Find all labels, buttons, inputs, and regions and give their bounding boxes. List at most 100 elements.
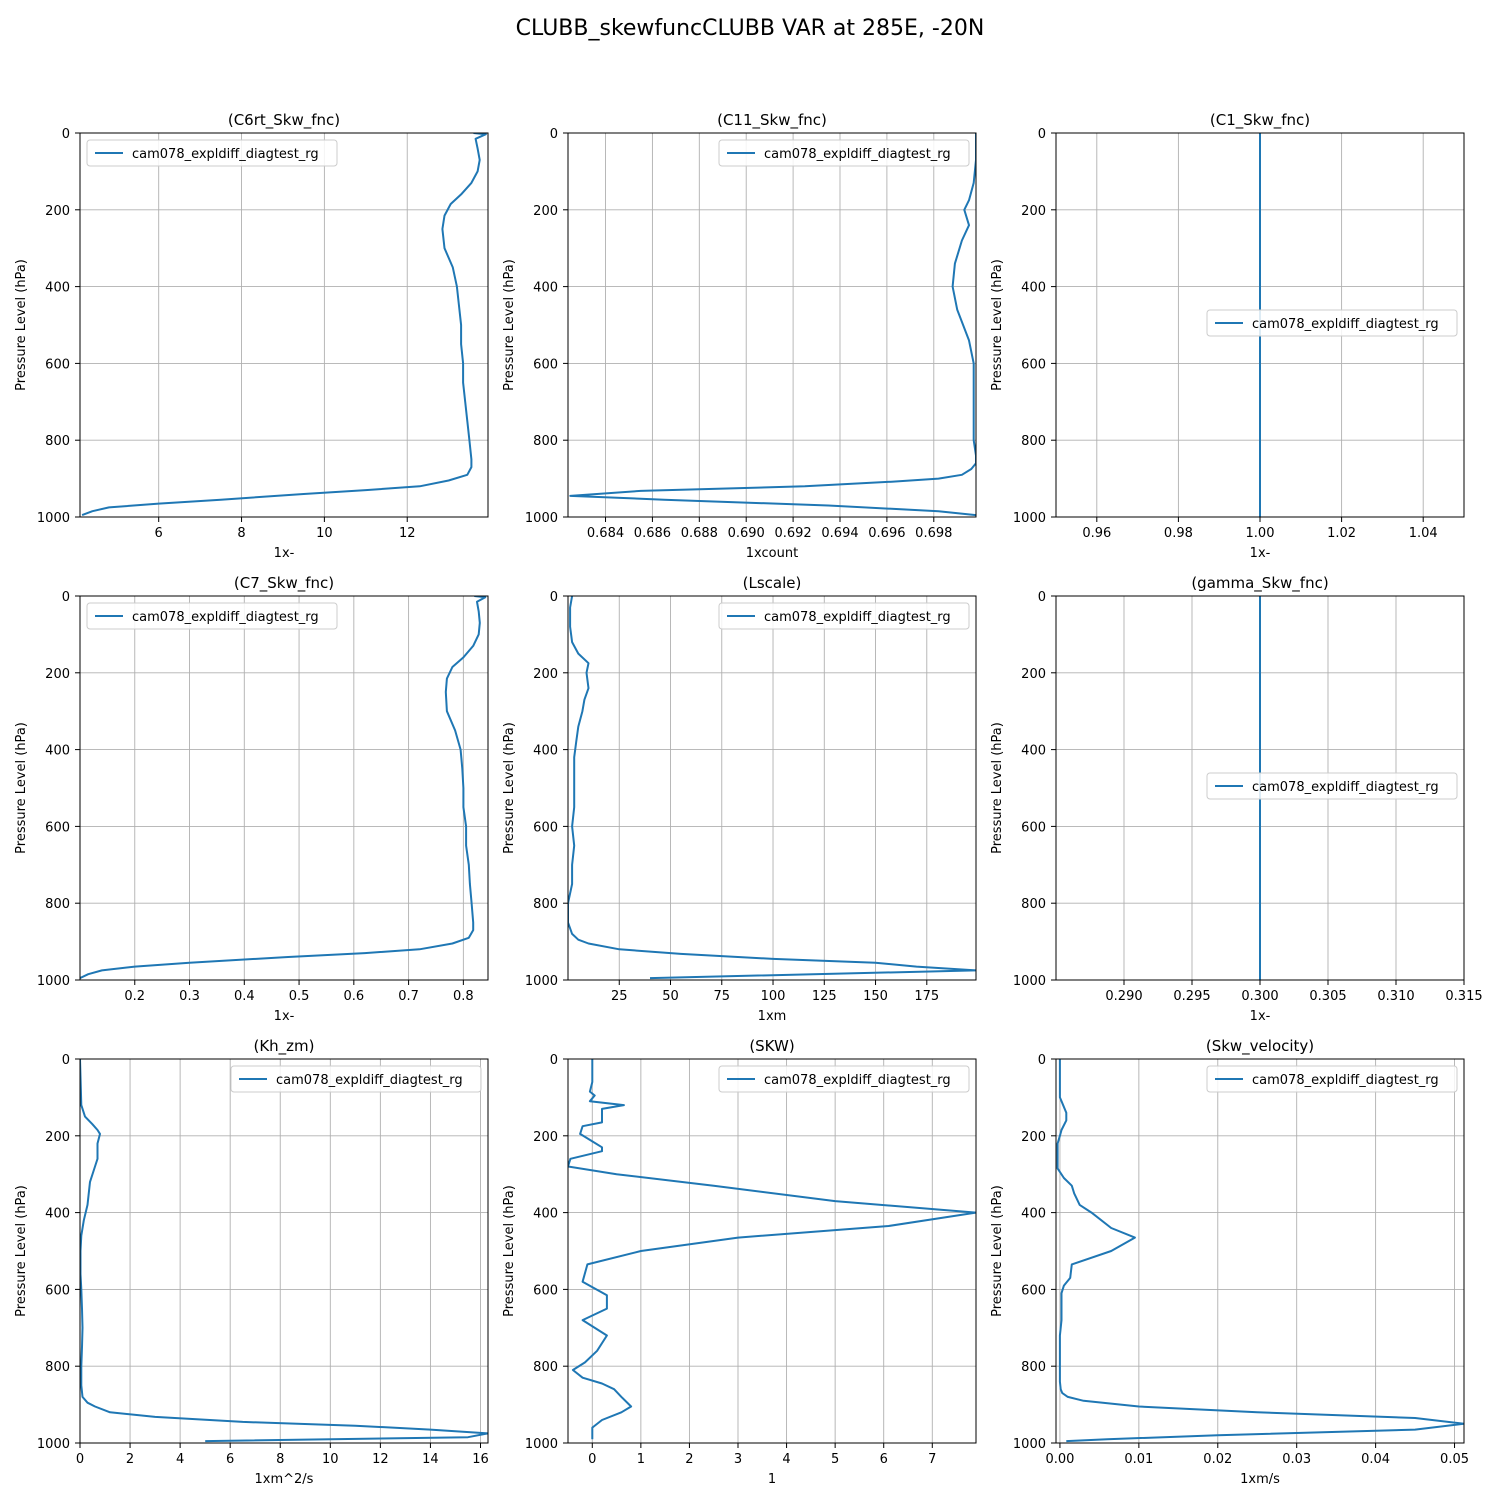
y-tick-label: 800: [45, 1360, 70, 1375]
y-tick-label: 400: [1021, 744, 1046, 759]
y-tick-label: 800: [1021, 434, 1046, 449]
x-tick-label: 0.3: [179, 989, 200, 1004]
axes-frame: [567, 595, 977, 981]
subplot-title: (Kh_zm): [253, 1037, 314, 1056]
x-tick-label: 0.04: [1361, 1452, 1390, 1467]
x-tick-label: 8: [276, 1452, 284, 1467]
legend-label: cam078_expldiff_diagtest_rg: [132, 147, 319, 162]
legend-box: [230, 1065, 482, 1093]
axes-frame: [79, 132, 489, 518]
subplot-title: (C6rt_Skw_fnc): [228, 111, 340, 130]
series-line: [1056, 1059, 1464, 1443]
y-tick-label: 1000: [37, 511, 70, 526]
y-tick-label: 0: [550, 1053, 558, 1068]
y-tick-label: 200: [1021, 667, 1046, 682]
x-tick-label: 12: [372, 1452, 389, 1467]
x-tick-label: 4: [176, 1452, 184, 1467]
legend: cam078_expldiff_diagtest_rg: [718, 602, 970, 630]
y-tick-label: 0: [62, 590, 70, 605]
y-tick-label: 600: [45, 820, 70, 835]
subplot-title: (C1_Skw_fnc): [1210, 111, 1310, 130]
x-tick-label: 25: [611, 989, 628, 1004]
x-tick-label: 0.684: [587, 526, 624, 541]
y-tick-label: 200: [533, 667, 558, 682]
y-tick-label: 0: [1038, 590, 1046, 605]
legend-box: [1206, 772, 1458, 800]
y-tick-label: 0: [1038, 1053, 1046, 1068]
x-tick-label: 150: [863, 989, 888, 1004]
subplot-title: (Skw_velocity): [1206, 1037, 1314, 1056]
x-tick-label: 0.692: [774, 526, 811, 541]
legend-label: cam078_expldiff_diagtest_rg: [764, 610, 951, 625]
y-tick-label: 200: [533, 204, 558, 219]
x-tick-label: 0.00: [1045, 1452, 1074, 1467]
y-tick-label: 800: [533, 1360, 558, 1375]
legend-label: cam078_expldiff_diagtest_rg: [764, 1073, 951, 1088]
x-tick-label: 0.03: [1282, 1452, 1311, 1467]
x-tick-label: 0.300: [1241, 989, 1278, 1004]
y-axis-label: Pressure Level (hPa): [14, 259, 29, 391]
subplot: 0.00 0.01 0.02 0.03 0.04 0.05 0 200 400 600 800 100…: [990, 1037, 1469, 1487]
y-tick-label: 400: [533, 1207, 558, 1222]
y-tick-label: 400: [533, 281, 558, 296]
x-axis-label: 1xm: [758, 1009, 787, 1024]
legend-label: cam078_expldiff_diagtest_rg: [1252, 780, 1439, 795]
axes-frame: [567, 132, 977, 518]
series-line: [81, 133, 487, 517]
y-tick-label: 200: [45, 667, 70, 682]
x-tick-label: 0.305: [1309, 989, 1346, 1004]
y-tick-label: 0: [62, 127, 70, 142]
y-tick-label: 400: [1021, 1207, 1046, 1222]
y-tick-label: 0: [550, 127, 558, 142]
legend: cam078_expldiff_diagtest_rg: [86, 139, 338, 167]
y-tick-label: 0: [1038, 127, 1046, 142]
y-axis-label: Pressure Level (hPa): [14, 1185, 29, 1317]
x-tick-label: 0.2: [124, 989, 145, 1004]
y-tick-label: 1000: [37, 974, 70, 989]
subplot-title: (gamma_Skw_fnc): [1191, 574, 1328, 593]
axes-frame: [79, 595, 489, 981]
legend-box: [718, 602, 970, 630]
axes-frame: [1055, 1058, 1465, 1444]
y-tick-label: 600: [533, 1283, 558, 1298]
y-axis-label: Pressure Level (hPa): [502, 259, 517, 391]
legend-label: cam078_expldiff_diagtest_rg: [1252, 1073, 1439, 1088]
legend: cam078_expldiff_diagtest_rg: [1206, 309, 1458, 337]
subplot-title: (SKW): [749, 1037, 794, 1055]
x-tick-label: 1.02: [1327, 526, 1356, 541]
series-line: [569, 133, 976, 517]
y-tick-label: 0: [550, 590, 558, 605]
y-axis-label: Pressure Level (hPa): [502, 722, 517, 854]
subplot: 25 50 75 100 125 150 175 0 200 400 600 800 1000 (Lsca…: [502, 574, 977, 1024]
y-tick-label: 200: [533, 1130, 558, 1145]
y-tick-label: 1000: [1013, 511, 1046, 526]
y-tick-label: 800: [533, 434, 558, 449]
axes-frame: [79, 1058, 489, 1444]
x-tick-label: 0.7: [398, 989, 419, 1004]
x-axis-label: 1x-: [274, 546, 295, 561]
legend: cam078_expldiff_diagtest_rg: [1206, 772, 1458, 800]
x-axis-label: 1: [768, 1472, 776, 1487]
legend: cam078_expldiff_diagtest_rg: [1206, 1065, 1458, 1093]
y-axis-label: Pressure Level (hPa): [990, 259, 1005, 391]
y-tick-label: 600: [45, 357, 70, 372]
x-tick-label: 0.698: [915, 526, 952, 541]
y-tick-label: 1000: [525, 1437, 558, 1452]
subplot: 6 8 10 12 0 200 400 600 800 1000 (C6rt_Skw_fnc) 1x-…: [14, 111, 489, 561]
y-tick-label: 200: [1021, 1130, 1046, 1145]
figure-title: CLUBB_skewfuncCLUBB VAR at 285E, -20N: [515, 16, 985, 41]
x-tick-label: 10: [322, 1452, 339, 1467]
y-axis-label: Pressure Level (hPa): [14, 722, 29, 854]
x-tick-label: 100: [761, 989, 786, 1004]
x-tick-label: 0.8: [453, 989, 474, 1004]
x-tick-label: 0.6: [343, 989, 364, 1004]
y-tick-label: 400: [45, 281, 70, 296]
x-tick-label: 0.02: [1203, 1452, 1232, 1467]
y-tick-label: 200: [1021, 204, 1046, 219]
series-line: [80, 1059, 488, 1443]
y-tick-label: 800: [45, 897, 70, 912]
y-tick-label: 400: [533, 744, 558, 759]
y-axis-label: Pressure Level (hPa): [502, 1185, 517, 1317]
x-tick-label: 2: [126, 1452, 134, 1467]
